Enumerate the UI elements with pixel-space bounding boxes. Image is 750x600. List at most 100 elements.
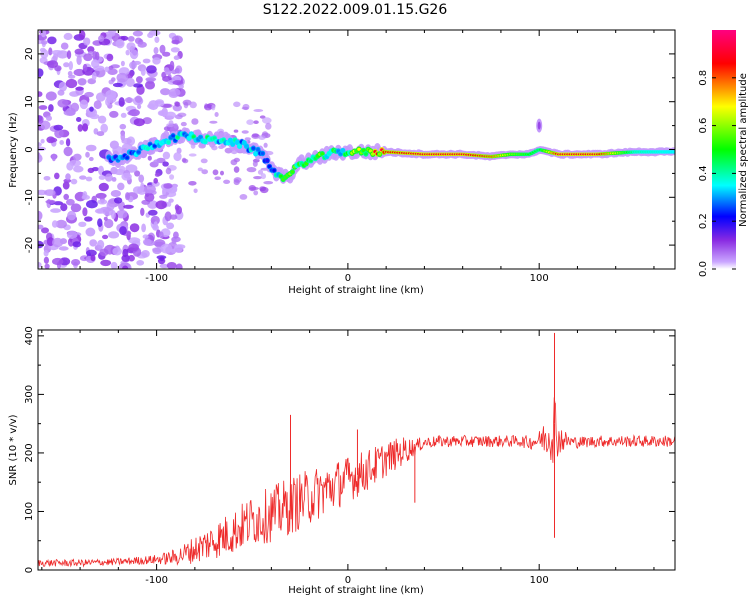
spectral-blob (50, 208, 62, 213)
spectral-blob (259, 186, 269, 194)
spectral-blob (111, 210, 116, 220)
spectral-blob (251, 133, 259, 138)
spectral-blob (84, 216, 93, 222)
spectral-blob (200, 158, 208, 164)
spectral-blob (177, 112, 187, 118)
spectral-ridge-core (203, 140, 207, 144)
spectral-blob (163, 183, 173, 189)
spectral-blob (263, 142, 268, 148)
spectral-blob (129, 61, 137, 69)
spectral-blob (54, 172, 60, 180)
spectral-blob (67, 71, 73, 76)
spectral-ridge-core (152, 144, 157, 148)
spectral-blob (57, 89, 65, 96)
spectral-blob (173, 55, 180, 60)
spectral-blob (66, 230, 78, 239)
spectral-ridge-core (148, 142, 152, 146)
spectral-blob (44, 189, 56, 197)
colorbar: 0.0 0.2 0.4 0.6 0.8 Normalized spectral ampl… (698, 30, 749, 277)
x-tick-label: 100 (530, 575, 549, 586)
spectral-blob (63, 109, 76, 116)
spectral-blob (165, 167, 172, 175)
spectral-blob (142, 238, 152, 246)
spectral-blob (95, 92, 106, 102)
spectral-blob (172, 80, 184, 86)
spectral-blob (162, 161, 169, 167)
spectral-blob (173, 231, 179, 239)
spectral-blob (105, 97, 111, 106)
spectral-blob (172, 104, 182, 112)
spectral-blob (253, 120, 259, 124)
spectral-blob (43, 176, 51, 181)
spectral-blob (90, 254, 96, 262)
spectral-blob (77, 78, 87, 86)
spectral-blob (160, 243, 173, 254)
spectral-blob (75, 86, 84, 91)
y-tick-label: 200 (24, 443, 35, 462)
spectral-blob (79, 175, 87, 180)
spectral-blob (85, 249, 97, 257)
spectral-ridge-core (175, 135, 180, 139)
spectral-blob (117, 182, 125, 191)
spectral-spike (537, 121, 541, 130)
spectral-blob (121, 172, 132, 181)
spectral-blob (85, 176, 93, 182)
spectral-blob (246, 167, 257, 173)
spectral-blob (154, 172, 161, 177)
spectral-blob (45, 199, 56, 204)
spectral-blob (46, 115, 52, 121)
spectral-blob (262, 117, 272, 124)
spectral-blob (121, 254, 130, 262)
spectral-blob (201, 169, 208, 175)
spectral-blob (173, 123, 178, 129)
spectral-blob (152, 57, 161, 65)
colorbar-tick-label: 0.2 (698, 213, 709, 229)
spectral-blob (82, 63, 88, 72)
spectral-blob (111, 177, 117, 182)
spectral-blob (77, 124, 84, 132)
spectral-blob (85, 144, 97, 152)
spectral-blob (68, 60, 74, 71)
spectral-blob (41, 227, 49, 234)
spectral-ridge-core (309, 159, 313, 163)
spectral-blob (125, 192, 130, 201)
spectral-blob (214, 176, 221, 180)
spectral-blob (162, 151, 171, 160)
spectral-ridge-core (230, 142, 235, 146)
spectral-blob (115, 39, 125, 49)
spectral-ridge-core (341, 149, 345, 153)
y-tick-label: 10 (24, 95, 35, 108)
spectral-blob (65, 173, 71, 181)
spectral-blob (253, 176, 263, 180)
spectral-blob (159, 44, 166, 54)
spectral-blob (47, 36, 57, 45)
spectral-blob (233, 177, 242, 183)
spectral-blob (62, 181, 70, 190)
spectral-blob (89, 106, 94, 112)
spectral-blob (121, 138, 132, 145)
spectral-blob (70, 102, 80, 113)
spectral-blob (60, 203, 68, 212)
spectral-blob (132, 83, 143, 88)
spectral-blob (53, 201, 63, 206)
y-tick-label: 400 (24, 326, 35, 345)
spectral-blob (174, 204, 180, 211)
spectral-blob (134, 95, 143, 103)
spectral-ridge-core (166, 140, 171, 144)
spectral-blob (253, 109, 264, 112)
x-tick-label: -100 (145, 575, 168, 586)
spectral-blob (233, 129, 239, 133)
colorbar-tick-label: 0.8 (698, 70, 709, 86)
spectral-blob (89, 239, 98, 247)
spectral-blob (120, 112, 127, 118)
spectral-blob (211, 104, 216, 111)
spectral-ridge-core (671, 150, 675, 153)
spectral-blob (118, 97, 125, 107)
spectral-blob (116, 72, 129, 83)
spectral-blob (102, 234, 109, 240)
spectral-blob (38, 146, 46, 151)
spectral-blob (87, 46, 95, 53)
spectral-blob (85, 227, 96, 237)
spectral-blob (133, 118, 145, 127)
spectral-blob (44, 263, 50, 269)
